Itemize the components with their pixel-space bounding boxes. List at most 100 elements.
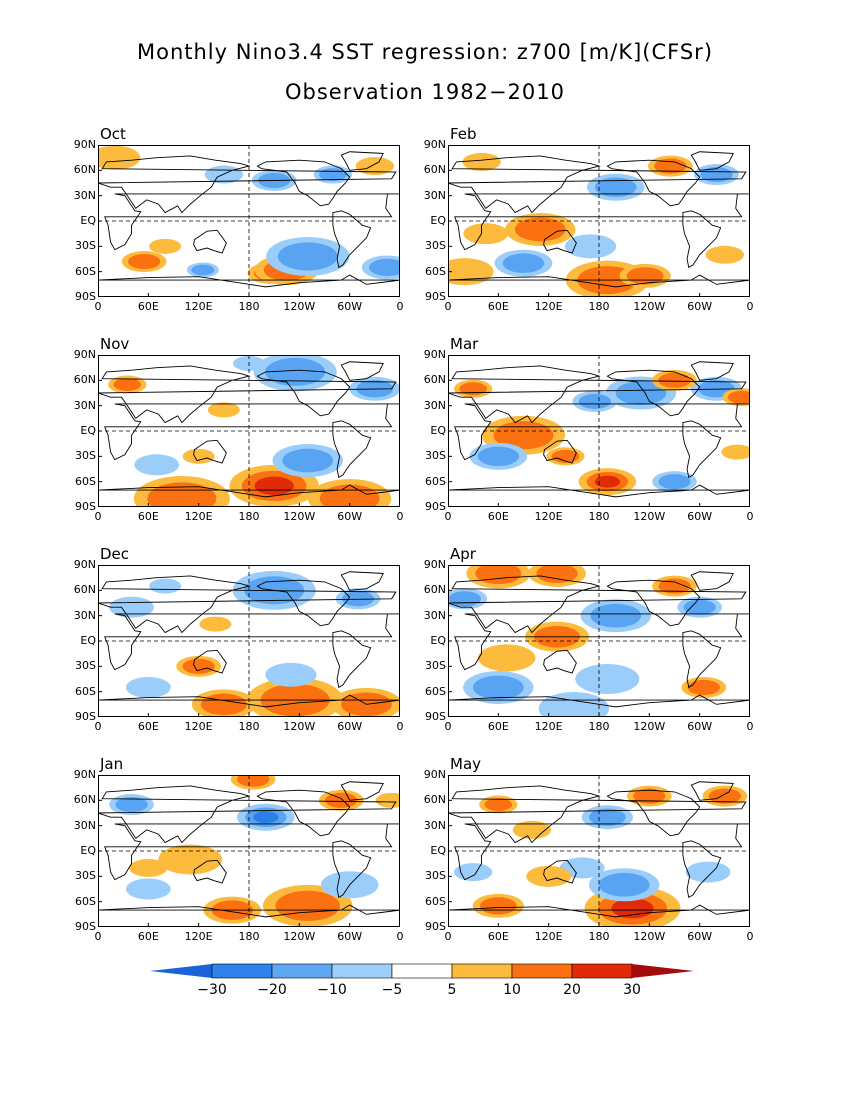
map-panel-jan: Jan 90N 60N 30N EQ 30S 60S 90S 0 60E 120E 180 120W 60… xyxy=(60,755,404,945)
anomaly-contour xyxy=(683,599,716,615)
lat-tick-label: 60N xyxy=(73,373,96,387)
lon-tick-label: 120W xyxy=(633,720,666,733)
colorbar-label: −10 xyxy=(317,982,347,998)
coastline xyxy=(454,613,750,671)
lat-tick-label: 30S xyxy=(75,449,96,463)
colorbar-label: 30 xyxy=(623,982,641,998)
lat-tick-label: 60S xyxy=(425,684,446,698)
coastline xyxy=(193,229,227,254)
map-plot xyxy=(448,775,750,927)
lon-tick-label: 60W xyxy=(687,720,713,733)
lat-tick-label: 90S xyxy=(425,710,446,723)
anomaly-contour xyxy=(551,449,580,463)
anomaly-contour xyxy=(565,234,617,259)
coastline xyxy=(98,694,400,708)
coastline xyxy=(690,361,734,381)
lon-tick-label: 0 xyxy=(444,720,452,733)
map-area xyxy=(98,355,400,507)
lon-tick-label: 180 xyxy=(238,720,260,733)
anomaly-contour xyxy=(514,217,566,242)
anomaly-contour xyxy=(687,679,720,696)
lon-tick-label: 120W xyxy=(633,510,666,523)
lat-tick-label: 60N xyxy=(73,163,96,177)
lon-tick-label: 60W xyxy=(337,300,363,313)
panel-title: Feb xyxy=(450,125,477,143)
lat-tick-label: 90S xyxy=(75,290,96,303)
coastline xyxy=(98,904,400,918)
coastline xyxy=(448,785,747,844)
lon-tick-label: 0 xyxy=(444,510,452,523)
lat-tick-label: 30S xyxy=(425,239,446,253)
lon-tick-label: 0 xyxy=(396,510,404,523)
coastline xyxy=(543,649,577,674)
map-panel-oct: Oct 90N 60N 30N EQ 30S 60S 90S 0 60E 120E 180 120W 60… xyxy=(60,125,404,315)
lat-tick-label: 60S xyxy=(75,684,96,698)
lat-tick-label: 30N xyxy=(423,818,446,832)
anomaly-contour xyxy=(265,357,326,386)
chart-title: Monthly Nino3.4 SST regression: z700 [m/… xyxy=(136,40,714,64)
lon-tick-label: 120W xyxy=(283,510,316,523)
lat-tick-label: 60S xyxy=(425,474,446,488)
anomaly-contour xyxy=(459,382,487,396)
colorbar-extend-high xyxy=(632,964,694,978)
lon-tick-label: 120W xyxy=(283,930,316,943)
coastline xyxy=(332,210,372,269)
coastline xyxy=(256,579,351,627)
panel-title: Dec xyxy=(100,545,130,563)
anomaly-contour xyxy=(158,844,223,875)
anomaly-contour xyxy=(128,253,161,270)
panel-title: May xyxy=(450,755,482,773)
colorbar-label: 20 xyxy=(563,982,581,998)
map-area xyxy=(448,775,750,927)
lat-tick-label: 90S xyxy=(425,500,446,513)
map-plot xyxy=(98,775,400,927)
anomaly-contour xyxy=(479,897,517,915)
anomaly-contour xyxy=(595,177,637,197)
colorbar-segment xyxy=(211,963,273,979)
anomaly-contour xyxy=(368,258,400,277)
anomaly-contour xyxy=(115,796,148,813)
map-panel-nov: Nov 90N 60N 30N EQ 30S 60S 90S 0 60E 120E 180 120W 60… xyxy=(60,335,404,525)
lon-tick-label: 60W xyxy=(687,300,713,313)
lon-tick-label: 60E xyxy=(487,930,509,943)
coastline xyxy=(98,575,397,634)
lon-tick-label: 120E xyxy=(534,720,563,733)
map-plot xyxy=(98,145,400,297)
anomaly-contour xyxy=(484,798,513,812)
anomaly-contour xyxy=(658,578,691,594)
lat-tick-label: EQ xyxy=(430,844,446,857)
coastline xyxy=(340,361,384,381)
lat-tick-label: 90S xyxy=(75,710,96,723)
anomaly-contour xyxy=(277,242,338,271)
map-panel-feb: Feb 90N 60N 30N EQ 30S 60S 90S 0 60E 120E 180 120W 60… xyxy=(410,125,754,315)
panel-title: Apr xyxy=(450,545,476,563)
anomaly-contour xyxy=(254,476,294,496)
map-plot xyxy=(448,565,750,717)
lat-tick-label: 90S xyxy=(75,500,96,513)
coastline xyxy=(340,781,384,801)
coastline xyxy=(543,439,577,464)
map-panel-apr: Apr 90N 60N 30N EQ 30S 60S 90S 0 60E 120E 180 120W 60… xyxy=(410,545,754,735)
anomaly-contour xyxy=(721,444,750,460)
lon-tick-label: 120E xyxy=(184,300,213,313)
lon-tick-label: 60W xyxy=(337,720,363,733)
lat-tick-label: 90S xyxy=(75,920,96,933)
anomaly-contour xyxy=(536,565,578,584)
anomaly-contour xyxy=(727,390,750,404)
map-plot xyxy=(98,565,400,717)
anomaly-contour xyxy=(125,878,171,900)
lon-tick-label: 180 xyxy=(588,300,610,313)
lon-tick-label: 0 xyxy=(444,300,452,313)
lon-tick-label: 0 xyxy=(444,930,452,943)
lon-tick-label: 120E xyxy=(534,930,563,943)
lat-tick-label: 30N xyxy=(423,398,446,412)
lat-tick-label: 30N xyxy=(423,188,446,202)
map-area xyxy=(98,145,400,297)
panel-title: Jan xyxy=(100,755,124,773)
lat-tick-label: 90N xyxy=(423,558,446,571)
lon-tick-label: 120W xyxy=(283,300,316,313)
lat-tick-label: 30S xyxy=(425,869,446,883)
colorbar-segment xyxy=(271,963,333,979)
coastline xyxy=(98,274,400,288)
lon-tick-label: 120E xyxy=(184,510,213,523)
